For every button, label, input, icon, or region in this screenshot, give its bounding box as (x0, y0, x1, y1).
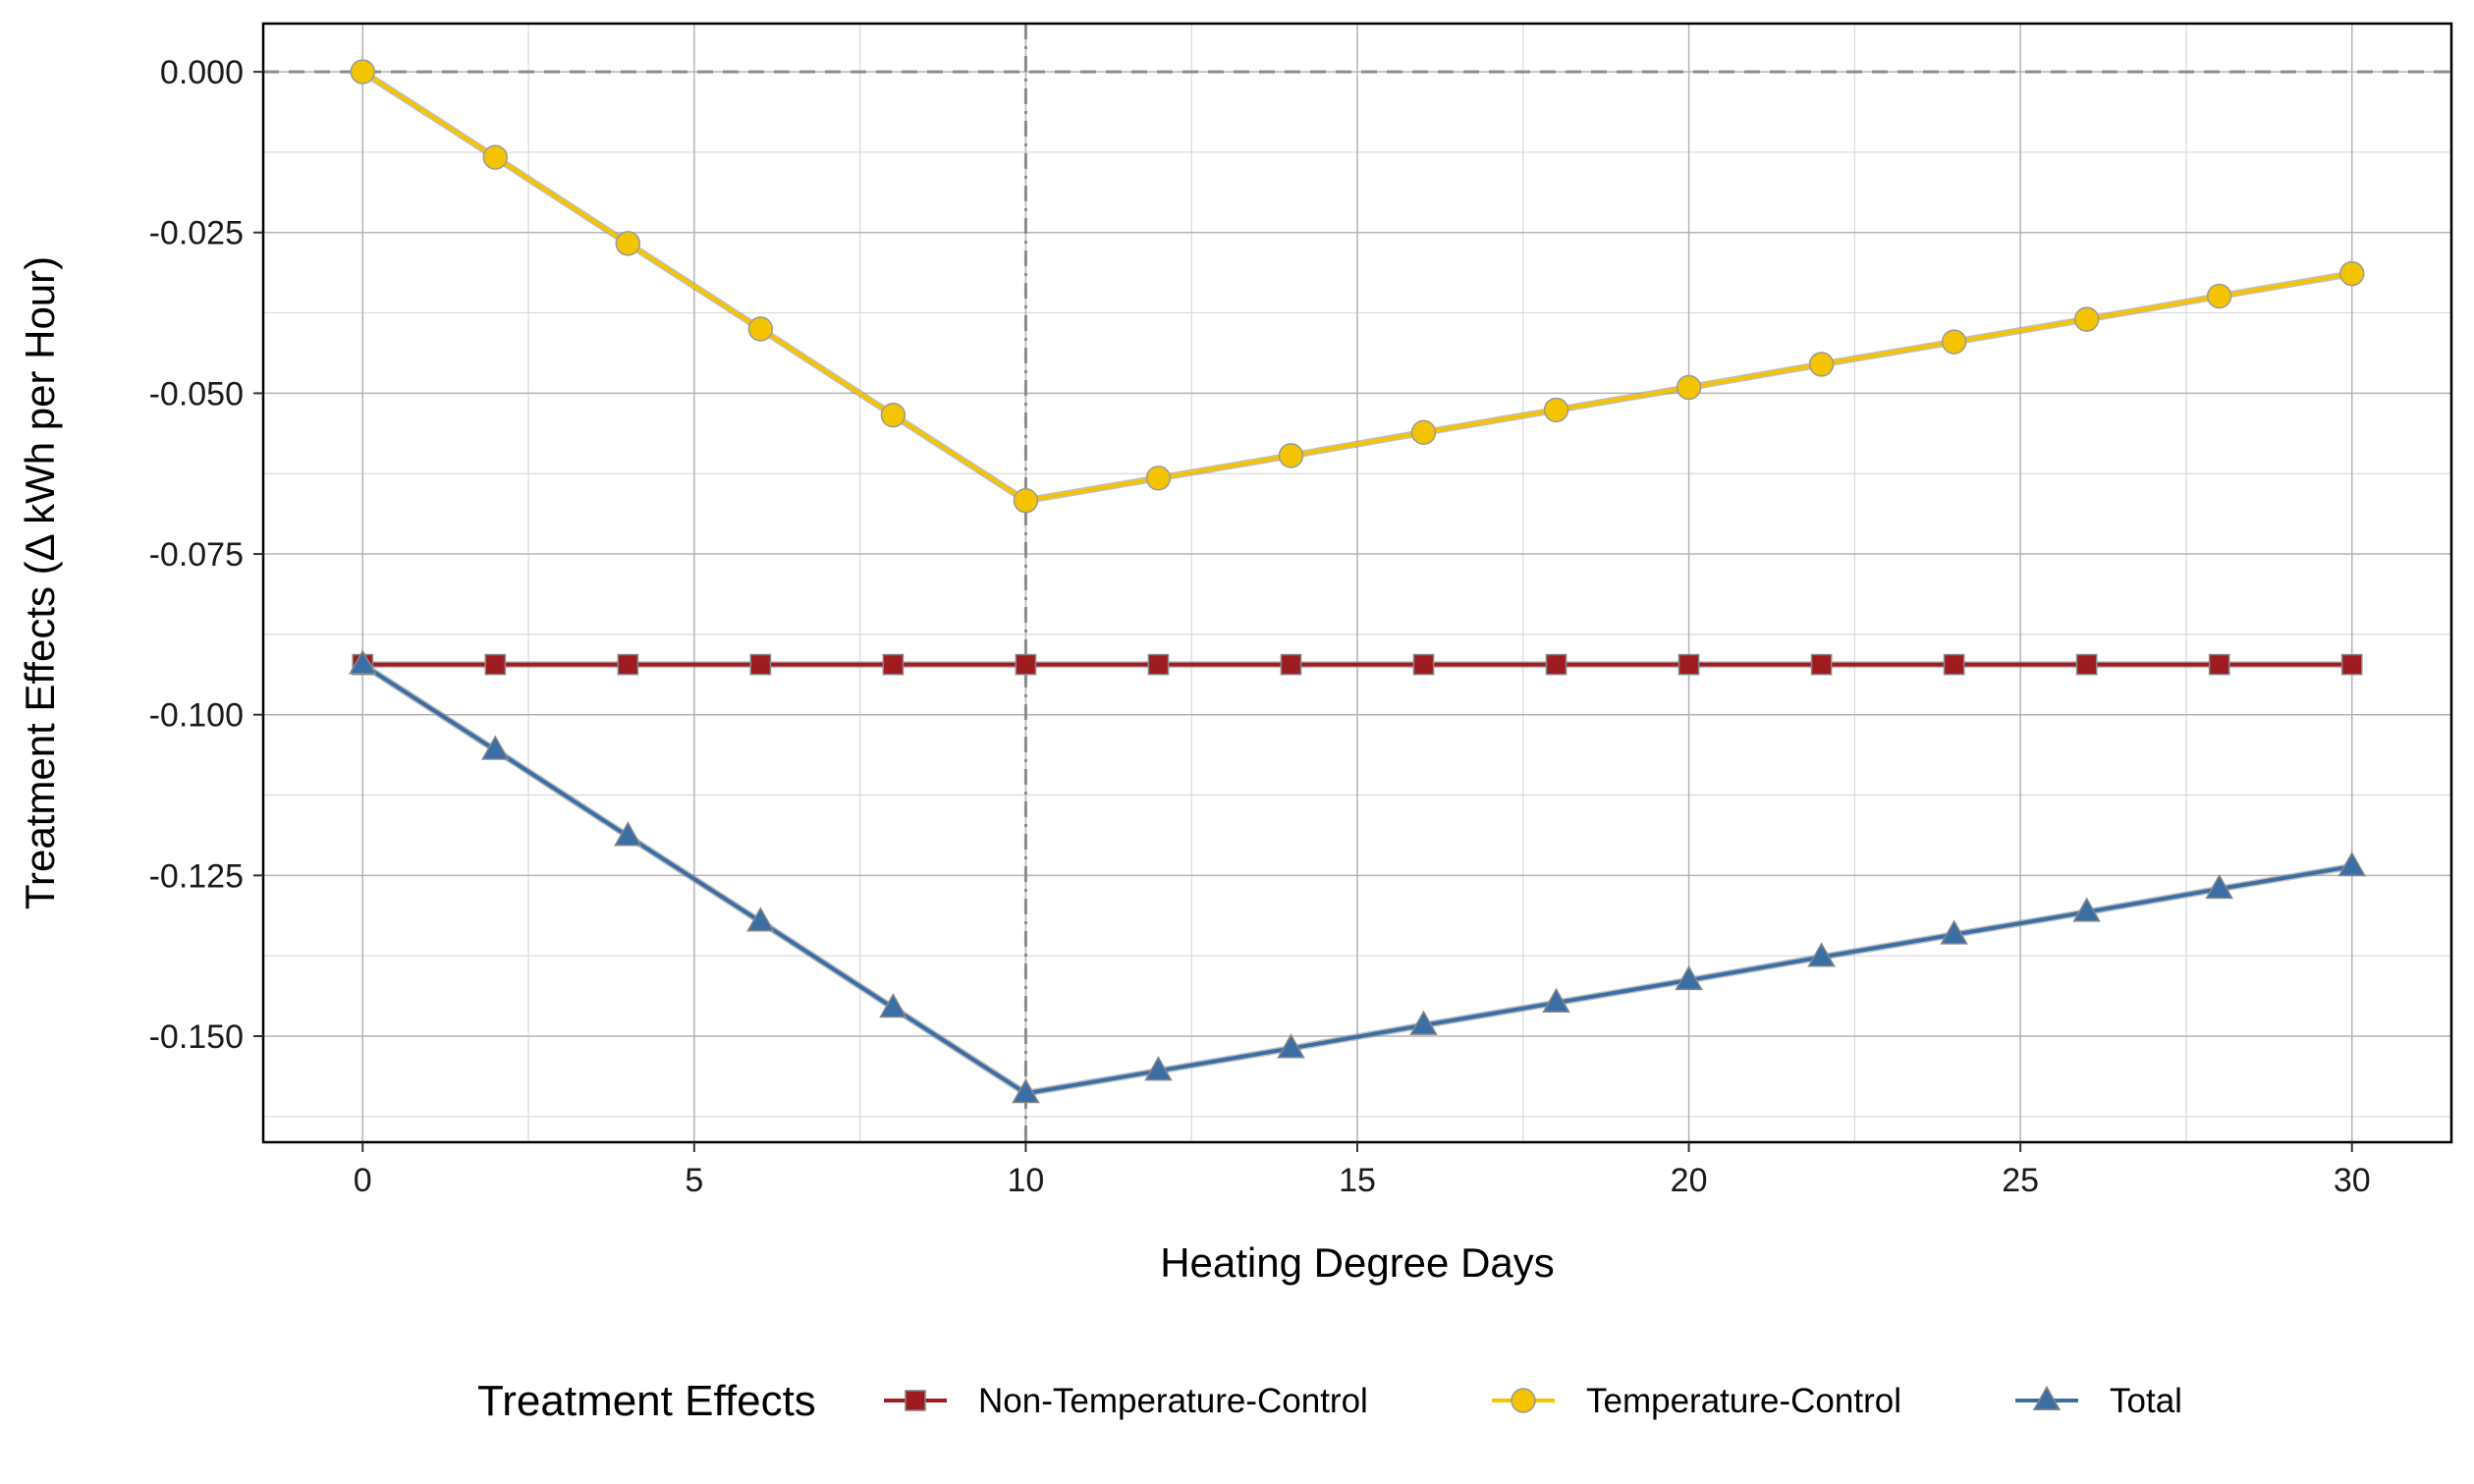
series-temperature-control (350, 59, 2365, 514)
data-point (1145, 466, 1172, 491)
y-tick-label: -0.100 (149, 697, 244, 735)
data-point (1412, 653, 1435, 676)
data-point (2072, 897, 2101, 922)
data-point (1808, 352, 1835, 377)
series-non-temperature-control (352, 653, 2363, 676)
data-point (1278, 443, 1304, 468)
data-point (880, 402, 907, 428)
data-point (1677, 653, 1700, 676)
data-point (1675, 964, 1703, 991)
data-point (2339, 260, 2365, 287)
legend: Treatment Effects Non-Temperature-Contro… (477, 1377, 2182, 1425)
legend-title: Treatment Effects (477, 1377, 816, 1425)
legend-label: Non-Temperature-Control (978, 1382, 1368, 1420)
data-point (2208, 653, 2230, 676)
data-point (2075, 653, 2098, 676)
x-tick-label: 5 (685, 1162, 703, 1199)
axes: 0 5 10 15 20 25 30 0.000 -0.025 -0.050 -0.075 -0.10… (149, 54, 2371, 1199)
x-axis-title: Heating Degree Days (1160, 1239, 1555, 1286)
y-tick-label: -0.125 (149, 857, 244, 895)
data-point (879, 992, 907, 1018)
data-point (1013, 488, 1039, 514)
x-tick-label: 10 (1008, 1162, 1045, 1199)
data-point (2337, 851, 2367, 877)
data-point (1941, 329, 1967, 355)
legend-item-temperature-control: Temperature-Control (1492, 1382, 1901, 1420)
series-line (361, 70, 2353, 503)
y-tick-label: -0.025 (149, 215, 244, 252)
data-point (1147, 653, 1170, 676)
x-tick-label: 25 (2002, 1162, 2039, 1199)
x-tick-label: 30 (2334, 1162, 2371, 1199)
y-axis-title: Treatment Effects (Δ kWh per Hour) (17, 256, 63, 909)
data-point (747, 316, 774, 342)
data-point (1676, 374, 1702, 401)
data-point (1807, 942, 1836, 967)
legend-key-marker (905, 1390, 926, 1411)
y-tick-label: -0.075 (149, 536, 244, 574)
data-point (1542, 987, 1570, 1013)
data-point (1545, 653, 1567, 676)
legend-key-marker (2032, 1385, 2062, 1411)
legend-key-marker (1511, 1388, 1536, 1413)
data-point (1943, 653, 1965, 676)
data-point (749, 653, 772, 676)
data-point (484, 653, 507, 676)
grid (263, 24, 2451, 1142)
data-point (1277, 1033, 1305, 1059)
reference-lines (263, 24, 2451, 1142)
legend-label: Total (2110, 1382, 2182, 1420)
legend-item-total: Total (2015, 1382, 2182, 1420)
data-point (614, 821, 642, 847)
data-point (1940, 919, 1968, 945)
data-point (1810, 653, 1833, 676)
data-point (882, 653, 905, 676)
y-tick-label: 0.000 (160, 54, 244, 91)
data-point (1015, 653, 1037, 676)
data-point (1410, 419, 1437, 446)
data-point (348, 649, 377, 675)
data-point (1012, 1078, 1040, 1104)
data-point (1144, 1056, 1173, 1081)
series-line (361, 662, 2353, 1096)
data-point (2206, 283, 2232, 309)
data-point (1280, 653, 1302, 676)
data-point (615, 231, 641, 256)
x-tick-label: 15 (1339, 1162, 1376, 1199)
series-group (348, 59, 2367, 1104)
legend-item-non-temperature-control: Non-Temperature-Control (884, 1382, 1368, 1420)
data-point (2205, 873, 2233, 900)
y-tick-label: -0.050 (149, 375, 244, 412)
x-tick-label: 0 (354, 1162, 372, 1199)
legend-label: Temperature-Control (1586, 1382, 1901, 1420)
data-point (1543, 397, 1569, 423)
data-point (2340, 653, 2363, 676)
data-point (746, 907, 775, 932)
data-point (350, 59, 375, 84)
y-tick-label: -0.150 (149, 1018, 244, 1056)
data-point (1409, 1010, 1438, 1035)
series-total (348, 649, 2367, 1104)
data-point (482, 144, 509, 170)
data-point (617, 653, 639, 676)
data-point (481, 735, 510, 760)
x-tick-label: 20 (1671, 1162, 1708, 1199)
legend-items: Non-Temperature-Control Temperature-Contr… (884, 1382, 2182, 1420)
data-point (2073, 306, 2100, 332)
